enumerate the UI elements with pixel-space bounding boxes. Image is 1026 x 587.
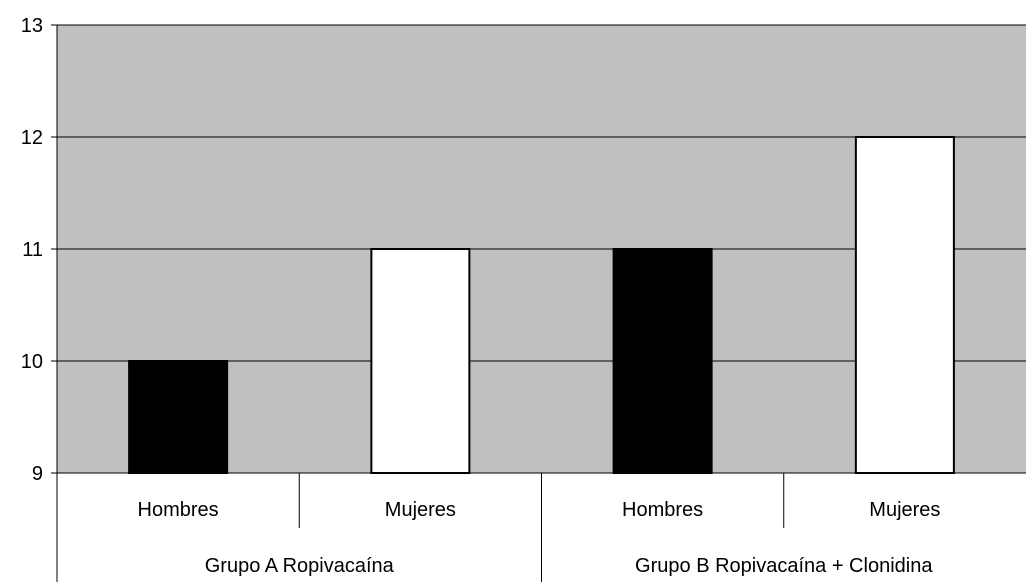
x-category-label: Mujeres bbox=[385, 499, 456, 521]
bars bbox=[128, 136, 955, 474]
bar bbox=[854, 136, 955, 474]
y-tick-label: 13 bbox=[21, 15, 43, 37]
y-tick-label: 9 bbox=[32, 463, 43, 485]
axes bbox=[56, 25, 1026, 582]
x-category-labels: Hombres Mujeres Hombres Mujeres Grupo A Ropi… bbox=[138, 499, 941, 577]
bar bbox=[370, 248, 471, 474]
y-tick-label: 11 bbox=[22, 239, 43, 261]
bar bbox=[612, 248, 713, 474]
y-tick-label: 12 bbox=[21, 127, 43, 149]
x-category-label: Hombres bbox=[622, 499, 703, 521]
x-category-label: Mujeres bbox=[869, 499, 940, 521]
y-tick-labels: 9 10 11 12 13 bbox=[21, 15, 43, 485]
bar bbox=[128, 360, 229, 474]
y-tick-label: 10 bbox=[21, 351, 43, 373]
x-group-label: Grupo A Ropivacaína bbox=[205, 555, 395, 577]
x-category-label: Hombres bbox=[138, 499, 219, 521]
x-group-label: Grupo B Ropivacaína + Clonidina bbox=[635, 555, 933, 577]
